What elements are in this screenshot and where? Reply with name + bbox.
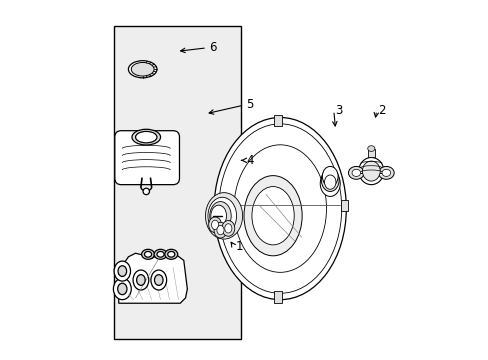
Ellipse shape [144,251,151,257]
Polygon shape [119,253,187,303]
Bar [274,291,281,303]
Ellipse shape [142,249,154,259]
Ellipse shape [143,188,149,195]
Text: 3: 3 [335,104,342,117]
Text: 4: 4 [246,154,253,167]
Ellipse shape [114,261,130,281]
Ellipse shape [222,221,234,236]
Text: 5: 5 [246,99,253,112]
Ellipse shape [154,249,166,259]
Ellipse shape [378,166,393,179]
Ellipse shape [136,275,145,285]
Ellipse shape [321,168,339,192]
Ellipse shape [218,124,341,293]
Ellipse shape [381,169,390,176]
Text: 2: 2 [378,104,385,117]
Ellipse shape [324,175,335,189]
Ellipse shape [133,270,148,290]
Ellipse shape [217,225,224,235]
Ellipse shape [362,161,380,181]
Ellipse shape [208,217,221,233]
Ellipse shape [132,129,160,145]
Ellipse shape [154,275,163,285]
Ellipse shape [244,176,302,256]
Ellipse shape [214,222,226,238]
Bar [340,200,347,211]
Ellipse shape [151,270,166,290]
Ellipse shape [135,131,157,143]
FancyBboxPatch shape [115,131,179,185]
Ellipse shape [358,157,383,185]
Ellipse shape [351,169,360,176]
Ellipse shape [210,205,226,226]
Ellipse shape [164,249,177,259]
Ellipse shape [118,283,127,295]
Text: 6: 6 [208,41,216,54]
Ellipse shape [157,251,164,257]
Ellipse shape [367,146,374,152]
Ellipse shape [118,266,126,276]
Bar [274,114,281,126]
Ellipse shape [233,145,326,273]
Ellipse shape [322,166,337,186]
Ellipse shape [131,63,154,76]
Ellipse shape [211,220,218,229]
Ellipse shape [224,224,231,233]
Ellipse shape [251,186,294,245]
Ellipse shape [348,166,364,179]
Ellipse shape [205,193,242,239]
Ellipse shape [128,61,157,78]
Ellipse shape [167,251,175,257]
Text: 1: 1 [235,240,243,253]
Bar [114,26,241,339]
Ellipse shape [214,117,346,300]
Ellipse shape [113,278,131,300]
Bar [367,149,374,157]
Ellipse shape [209,202,231,230]
Ellipse shape [207,197,236,234]
Ellipse shape [320,171,340,197]
